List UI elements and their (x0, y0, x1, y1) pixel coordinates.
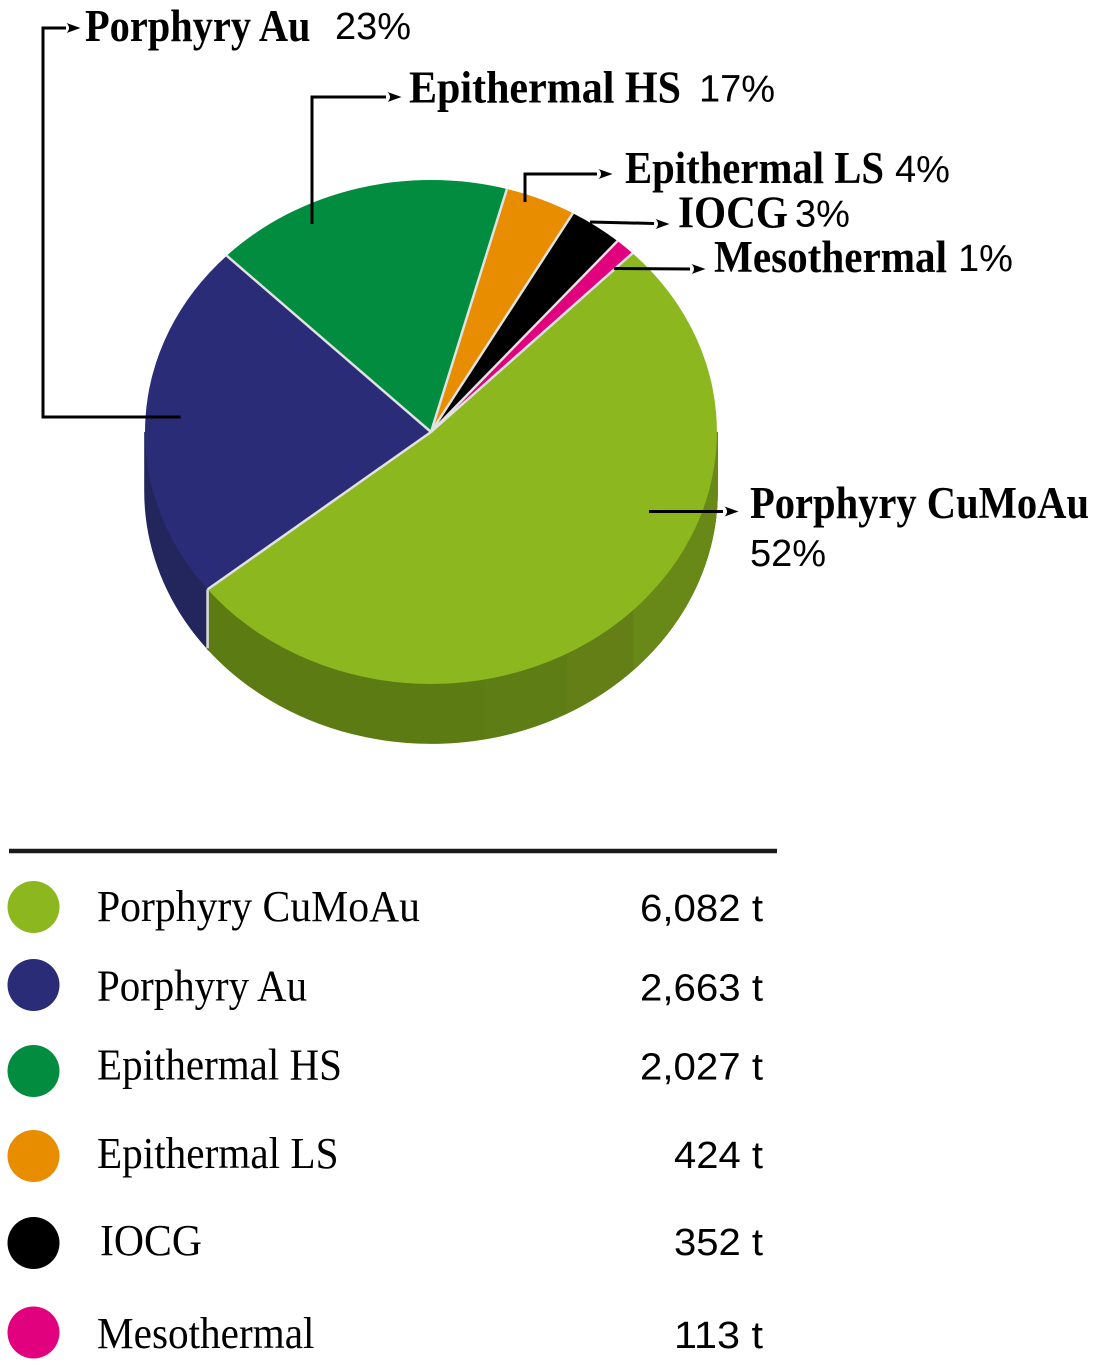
svg-text:4%: 4% (895, 149, 950, 191)
svg-text:113 t: 113 t (674, 1315, 763, 1357)
svg-text:2,663 t: 2,663 t (640, 968, 763, 1010)
svg-text:52%: 52% (750, 533, 826, 575)
svg-text:17%: 17% (699, 69, 775, 111)
svg-text:1%: 1% (958, 238, 1013, 280)
svg-text:Porphyry CuMoAu: Porphyry CuMoAu (750, 478, 1089, 528)
svg-text:Epithermal HS: Epithermal HS (97, 1041, 342, 1090)
svg-text:Epithermal LS: Epithermal LS (97, 1129, 339, 1178)
svg-text:Epithermal LS: Epithermal LS (625, 143, 884, 193)
svg-text:IOCG: IOCG (678, 188, 788, 238)
svg-text:2,027 t: 2,027 t (640, 1047, 763, 1089)
svg-text:6,082 t: 6,082 t (640, 888, 763, 930)
svg-text:Porphyry Au: Porphyry Au (85, 1, 311, 51)
svg-text:3%: 3% (795, 194, 850, 236)
svg-text:Mesothermal: Mesothermal (714, 232, 947, 282)
svg-text:Porphyry CuMoAu: Porphyry CuMoAu (97, 882, 420, 931)
svg-text:Mesothermal: Mesothermal (97, 1309, 315, 1358)
svg-text:Epithermal HS: Epithermal HS (409, 63, 681, 113)
svg-text:352 t: 352 t (674, 1222, 763, 1264)
svg-text:IOCG: IOCG (100, 1216, 202, 1265)
svg-text:424 t: 424 t (674, 1135, 763, 1177)
svg-text:23%: 23% (335, 6, 411, 48)
svg-text:Porphyry Au: Porphyry Au (97, 962, 307, 1011)
